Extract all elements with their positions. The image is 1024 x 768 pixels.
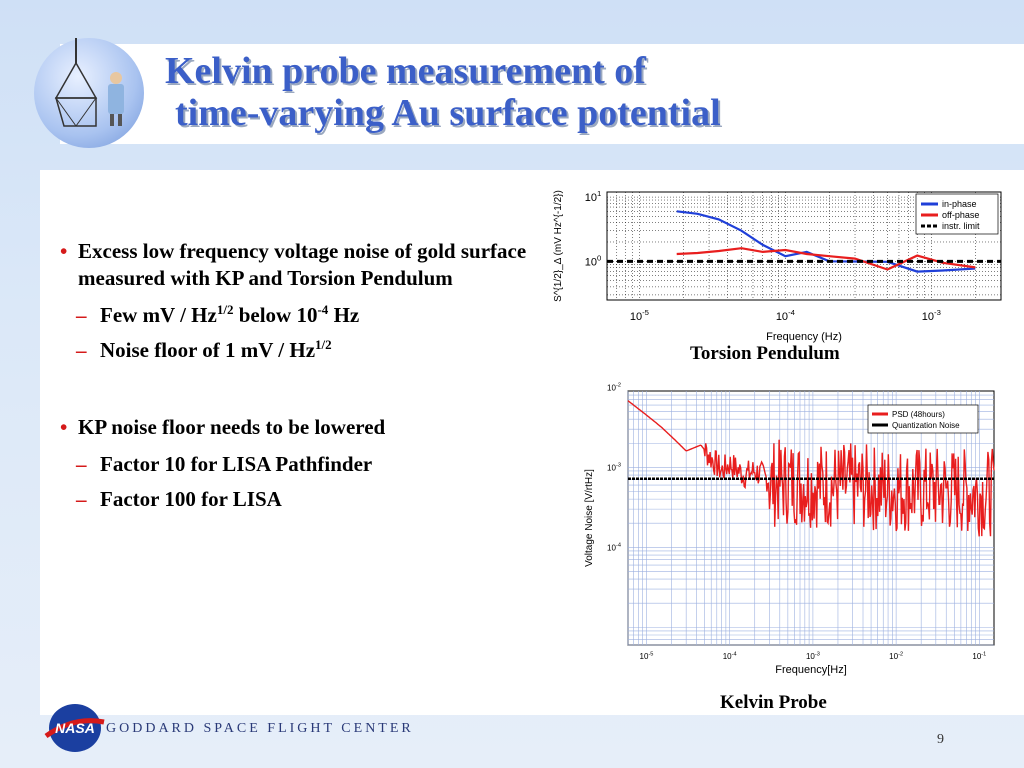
title-line-2: time-varying Au surface potential [175, 92, 721, 134]
legend-box [867, 404, 979, 434]
sub-bullet-2-1: – Factor 10 for LISA Pathfinder [76, 452, 373, 476]
nasa-logo-icon: NASA [44, 704, 105, 752]
legend-label: in-phase [942, 199, 977, 209]
legend-label: PSD (48hours) [892, 410, 945, 419]
torsion-pendulum-logo [34, 18, 144, 148]
y-tick-label: 10-4 [607, 543, 621, 553]
legend-label: Quantization Noise [892, 421, 960, 430]
sub-bullet-1-1: – Few mV / Hz1/2 below 10-4 Hz [76, 302, 360, 327]
torsion-caption: Torsion Pendulum [690, 343, 840, 364]
x-tick-label: 10-3 [922, 308, 941, 323]
kelvin-caption: Kelvin Probe [720, 692, 827, 713]
x-tick-label: 10-4 [776, 308, 796, 323]
footer-org: GODDARD SPACE FLIGHT CENTER [106, 721, 414, 736]
x-tick-label: 10-1 [972, 651, 986, 661]
torsion-pendulum-plot: 10-5 10-4 10-3 101 100 Frequency (Hz) S^{1/2}_… [553, 189, 1002, 343]
title-band [60, 44, 1024, 144]
bullet-1: Excess low frequency voltage noise of go… [60, 238, 530, 292]
svg-text:NASA: NASA [55, 720, 95, 736]
x-tick-label: 10-5 [630, 308, 649, 323]
x-tick-label: 10-4 [723, 651, 737, 661]
y-axis-label: S^{1/2}_Δ (mV Hz^{-1/2}) [553, 190, 564, 302]
dash-icon: – [76, 338, 87, 362]
y-tick-label: 100 [585, 253, 602, 268]
x-tick-label: 10-3 [806, 651, 820, 661]
y-tick-label: 10-2 [607, 383, 621, 393]
slide-title: Kelvin probe measurement of time-varying… [165, 50, 721, 134]
bullet-list: Excess low frequency voltage noise of go… [60, 238, 530, 521]
dash-icon: – [76, 487, 87, 511]
x-tick-label: 10-2 [889, 651, 903, 661]
legend-label: off-phase [942, 210, 979, 220]
pendulum-illustration-icon [54, 18, 124, 127]
dash-icon: – [76, 303, 87, 327]
x-axis-label: Frequency (Hz) [766, 331, 842, 343]
sub-bullet-2-2: – Factor 100 for LISA [76, 487, 282, 511]
torsion-pendulum-chart: 10-5 10-4 10-3 101 100 Frequency (Hz) S^{1/2}_… [541, 172, 1024, 346]
y-axis-label: Voltage Noise [V/rtHz] [584, 469, 595, 567]
y-tick-label: 10-3 [607, 463, 621, 473]
x-axis-label: Frequency[Hz] [775, 664, 847, 676]
sub-bullet-1-2: – Noise floor of 1 mV / Hz1/2 [76, 337, 332, 362]
title-line-1: Kelvin probe measurement of [165, 50, 646, 92]
series-line-in-phase [676, 210, 976, 273]
x-tick-label: 10-5 [640, 651, 654, 661]
kelvin-probe-chart: 10-5 10-4 10-3 10-2 10-1 10-2 10-3 10-4 Frequenc… [562, 381, 1024, 684]
series-line-off-phase [676, 247, 976, 271]
bullet-2: KP noise floor needs to be lowered [60, 414, 530, 441]
kelvin-probe-plot: 10-5 10-4 10-3 10-2 10-1 10-2 10-3 10-4 Frequenc… [584, 383, 995, 676]
legend-label: instr. limit [942, 221, 980, 231]
dash-icon: – [76, 452, 87, 476]
page-number: 9 [937, 732, 944, 747]
y-tick-label: 101 [585, 189, 602, 204]
